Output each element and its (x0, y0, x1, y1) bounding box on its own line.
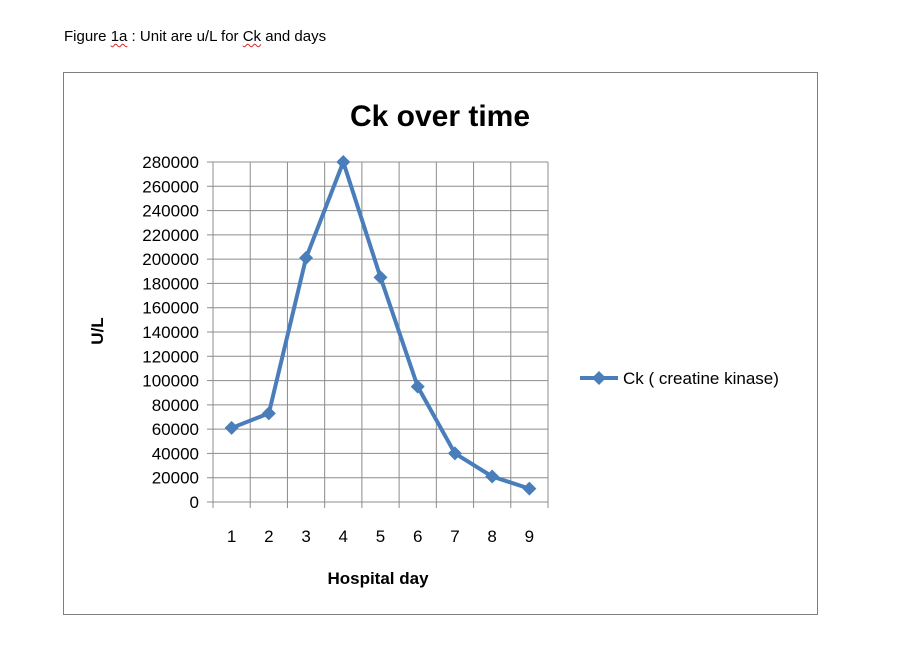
y-tick-label: 280000 (142, 153, 199, 172)
x-tick-label: 8 (487, 527, 496, 546)
data-point (410, 379, 425, 394)
caption-mid: Unit are u/L for (139, 28, 243, 45)
y-tick-label: 140000 (142, 323, 199, 342)
data-point (522, 481, 537, 496)
y-tick-label: 20000 (152, 469, 199, 488)
x-tick-label: 3 (301, 527, 310, 546)
y-tick-label: 0 (190, 493, 199, 512)
y-tick-label: 160000 (142, 299, 199, 318)
data-point (485, 469, 500, 484)
y-tick-label: 240000 (142, 202, 199, 221)
x-axis-title: Hospital day (327, 569, 429, 588)
data-point (447, 446, 462, 461)
x-tick-label: 2 (264, 527, 273, 546)
figure-caption: Figure 1a : Unit are u/L for Ck and days (64, 28, 326, 45)
legend-marker (592, 371, 606, 385)
data-point (224, 420, 239, 435)
caption-fig-id: 1a (110, 28, 128, 45)
x-tick-label: 9 (525, 527, 534, 546)
y-tick-label: 260000 (142, 177, 199, 196)
y-tick-label: 80000 (152, 396, 199, 415)
x-tick-label: 5 (376, 527, 385, 546)
data-point (299, 250, 314, 265)
y-tick-label: 200000 (142, 250, 199, 269)
y-tick-label: 220000 (142, 226, 199, 245)
x-tick-label: 1 (227, 527, 236, 546)
caption-ck: Ck (242, 28, 262, 45)
y-tick-label: 60000 (152, 420, 199, 439)
data-point (261, 406, 276, 421)
y-tick-label: 40000 (152, 444, 199, 463)
data-point (336, 155, 351, 169)
caption-sep: : (127, 28, 140, 45)
y-axis-title: U/L (88, 317, 107, 344)
y-tick-label: 100000 (142, 372, 199, 391)
chart-title: Ck over time (350, 100, 530, 133)
caption-suffix: and days (261, 28, 327, 45)
x-tick-label: 4 (339, 527, 348, 546)
x-tick-label: 7 (450, 527, 459, 546)
x-tick-label: 6 (413, 527, 422, 546)
y-tick-label: 120000 (142, 347, 199, 366)
data-point (373, 270, 388, 285)
caption-prefix: Figure (64, 28, 111, 45)
legend-label: Ck ( creatine kinase) (623, 369, 779, 388)
y-tick-label: 180000 (142, 274, 199, 293)
